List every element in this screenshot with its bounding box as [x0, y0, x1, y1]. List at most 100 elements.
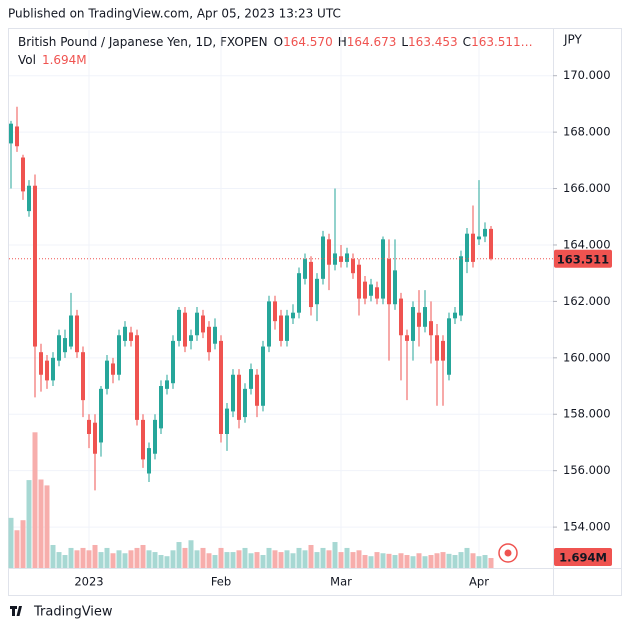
candle-body [33, 185, 37, 347]
volume-bar [434, 553, 440, 568]
volume-bar [92, 544, 98, 568]
volume-bar [194, 550, 200, 568]
candle-body [195, 312, 199, 336]
x-tick-label: Apr [469, 575, 489, 589]
volume-bar [122, 553, 128, 568]
candle-body [291, 312, 295, 319]
volume-bar [140, 544, 146, 568]
candle-body [333, 253, 337, 265]
volume-bar [332, 542, 338, 568]
volume-bar [338, 552, 344, 568]
volume-bar [464, 547, 470, 568]
candle-body [201, 315, 205, 333]
candle-body [315, 278, 319, 305]
volume-bar [344, 547, 350, 568]
candle-body [75, 315, 79, 353]
candle-body [237, 374, 241, 420]
footer-logo: TradingView [10, 605, 113, 620]
volume-bar [314, 552, 320, 568]
volume-bar [302, 550, 308, 568]
volume-bar [368, 556, 374, 568]
candle-body [183, 312, 187, 347]
candle-body [21, 157, 25, 192]
volume-bar [410, 556, 416, 568]
candle-body [255, 374, 259, 406]
candle-body [117, 335, 121, 375]
volume-bar [386, 553, 392, 568]
candle-body [279, 315, 283, 341]
symbol-title: British Pound / Japanese Yen, 1D, FXOPEN [18, 35, 268, 49]
volume-bar [296, 547, 302, 568]
candle-body [435, 335, 439, 361]
candle-body [63, 338, 67, 353]
candle-body [405, 335, 409, 341]
candle-body [321, 236, 325, 279]
candle-body [225, 408, 229, 434]
candle-body [153, 419, 157, 454]
y-tick-label: 162.000 [563, 294, 611, 308]
candle-body [141, 419, 145, 460]
volume-bar [326, 550, 332, 568]
candle-body [423, 307, 427, 327]
volume-bar [110, 553, 116, 568]
volume-bar [200, 547, 206, 568]
volume-bar [170, 550, 176, 568]
volume-bar [266, 547, 272, 568]
volume-bar [206, 553, 212, 568]
candle-body [249, 369, 253, 389]
volume-bar [44, 485, 50, 568]
volume-bar [428, 555, 434, 568]
y-tick-label: 166.000 [563, 181, 611, 195]
candle-body [393, 270, 397, 305]
candle-body [489, 228, 493, 259]
volume-bar [236, 550, 242, 568]
candle-body [171, 340, 175, 384]
y-tick-label: 154.000 [563, 520, 611, 534]
candle-body [327, 239, 331, 265]
volume-bar [146, 550, 152, 568]
candle-body [309, 261, 313, 308]
candle-body [429, 321, 433, 336]
volume-bar [152, 552, 158, 568]
volume-tag-label: 1.694M [559, 551, 607, 565]
candle-body [147, 448, 151, 474]
volume-bar [218, 547, 224, 568]
last-price-label: 163.511 [557, 252, 609, 266]
candle-body [45, 360, 49, 381]
volume-bar [242, 547, 248, 568]
candle-body [231, 374, 235, 412]
candle-body [399, 298, 403, 336]
ohlc-key: C [463, 35, 471, 49]
volume-bar [362, 555, 368, 568]
candle-body [273, 301, 277, 322]
y-tick-label: 170.000 [563, 68, 611, 82]
ohlc-key: O [274, 35, 283, 49]
candle-body [459, 256, 463, 316]
volume-bar [116, 550, 122, 568]
volume-bar [452, 555, 458, 568]
candle-body [219, 340, 223, 434]
currency: JPY [563, 33, 583, 47]
candle-body [339, 256, 343, 262]
candle-body [15, 126, 19, 147]
volume-bar [224, 552, 230, 568]
candle-body [471, 233, 475, 262]
y-tick-label: 168.000 [563, 125, 611, 139]
volume-bar [134, 547, 140, 568]
volume-bar [230, 552, 236, 568]
candle-body [447, 318, 451, 375]
volume-bar [182, 547, 188, 568]
ohlc-value: 164.570 [283, 35, 333, 49]
y-tick-label: 164.000 [563, 237, 611, 251]
volume-bar [68, 547, 74, 568]
volume-bar [272, 550, 278, 568]
volume-bar [398, 553, 404, 568]
volume-bar [284, 550, 290, 568]
candle-body [261, 346, 265, 406]
candle-body [111, 363, 115, 375]
volume-bar [164, 556, 170, 568]
volume-tag [554, 548, 612, 566]
ohlc-key: L [401, 35, 408, 49]
volume-bar [20, 520, 26, 568]
volume-bar [62, 555, 68, 568]
